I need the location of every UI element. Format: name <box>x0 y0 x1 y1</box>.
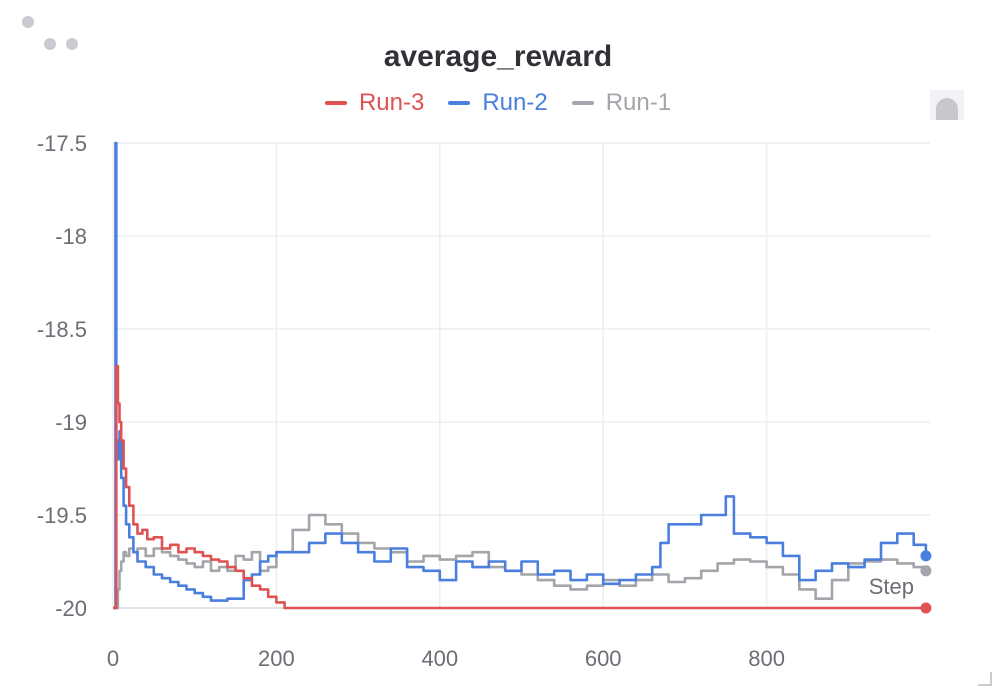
y-tick-label: -18.5 <box>37 317 87 342</box>
y-tick-label: -20 <box>55 596 87 621</box>
x-tick-label: 200 <box>258 646 295 671</box>
series-line-run-3 <box>113 364 926 610</box>
legend-label-run-2: Run-2 <box>482 89 548 116</box>
y-tick-label: -17.5 <box>37 131 87 156</box>
legend-item-run-2[interactable]: Run-2 <box>448 89 548 117</box>
series-line-run-1 <box>113 513 928 610</box>
x-tick-label: 400 <box>421 646 458 671</box>
series-endpoint-run-3 <box>920 602 932 614</box>
x-tick-label: 0 <box>107 646 119 671</box>
legend-swatch-run-3 <box>324 101 347 105</box>
y-tick-label: -18 <box>55 224 87 249</box>
legend-item-run-1[interactable]: Run-1 <box>571 89 672 117</box>
series-endpoint-run-1 <box>920 565 932 577</box>
y-tick-label: -19.5 <box>37 503 87 528</box>
legend-item-run-3[interactable]: Run-3 <box>324 89 425 117</box>
series-endpoint-run-2 <box>920 550 932 562</box>
resize-handle-icon[interactable] <box>978 672 992 686</box>
x-tick-label: 800 <box>748 646 785 671</box>
panel-menu-icon[interactable] <box>930 90 964 120</box>
x-axis-label: Step <box>869 574 914 599</box>
legend-label-run-3: Run-3 <box>358 89 425 116</box>
legend-swatch-run-2 <box>448 101 471 105</box>
series-line-run-2 <box>113 141 928 610</box>
chart-legend: Run-3 Run-2 Run-1 <box>0 89 996 117</box>
y-tick-label: -19 <box>55 410 87 435</box>
x-tick-label: 600 <box>585 646 622 671</box>
drag-handle-icon[interactable] <box>18 14 88 54</box>
legend-swatch-run-1 <box>571 101 594 105</box>
chart-title: average_reward <box>383 40 613 73</box>
legend-label-run-1: Run-1 <box>605 89 672 116</box>
